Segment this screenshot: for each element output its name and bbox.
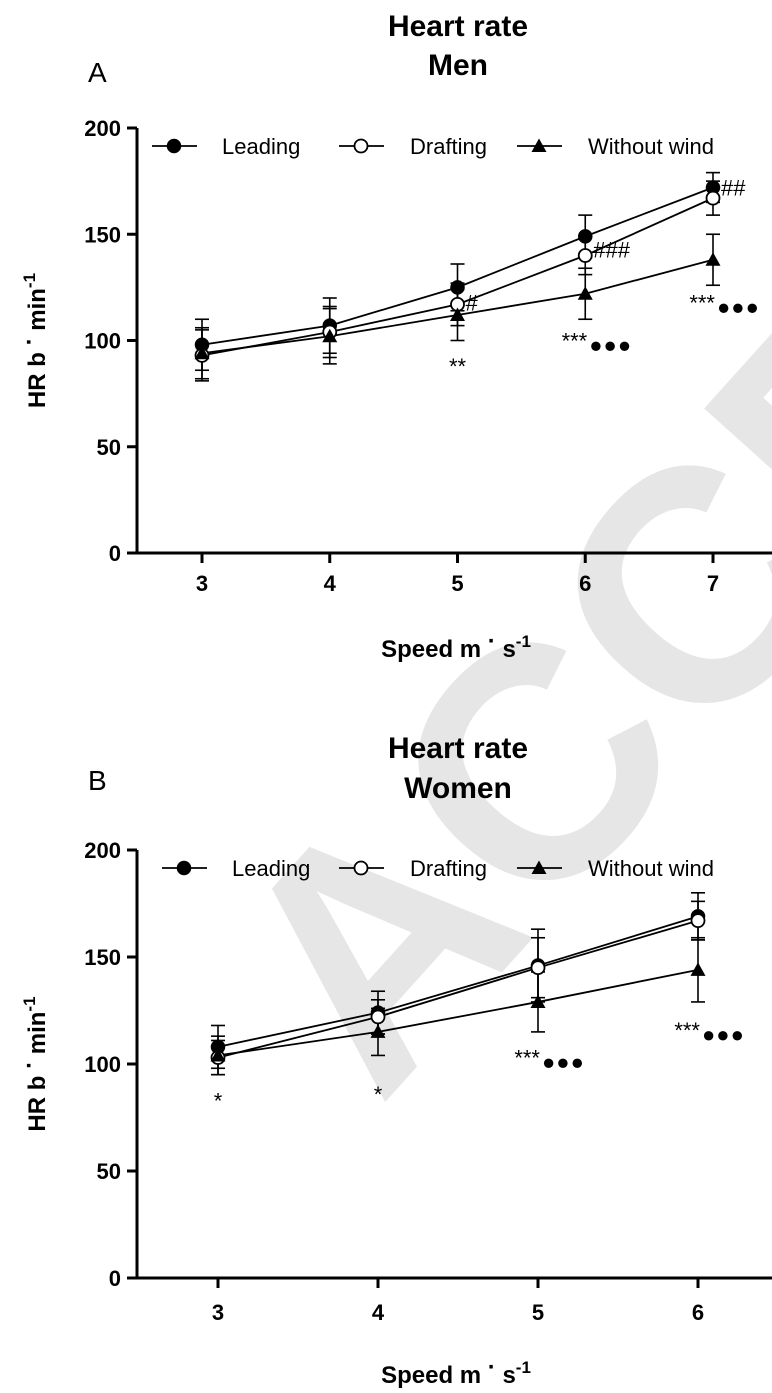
significance-asterisks: *** xyxy=(689,290,715,315)
significance-asterisks: * xyxy=(374,1082,383,1107)
markers-without-wind xyxy=(194,252,721,360)
marker-without-wind xyxy=(577,286,593,300)
panel-label: B xyxy=(88,765,107,796)
x-tick-label: 3 xyxy=(212,1300,224,1325)
markers-without-wind xyxy=(210,962,706,1062)
x-tick-label: 7 xyxy=(707,571,719,596)
marker-leading xyxy=(578,229,593,244)
marker-leading xyxy=(166,138,182,154)
chart-panel-men: A Heart rate Men 0 50 100 150 200 3 4 5 6 7 Speed … xyxy=(16,10,772,663)
x-tick-label: 4 xyxy=(324,571,337,596)
significance-asterisks: * xyxy=(214,1088,223,1113)
marker-drafting xyxy=(530,960,546,976)
significance-asterisks: *** xyxy=(674,1018,700,1043)
y-axis-label: HR b · min-1 xyxy=(16,996,51,1131)
chart-subtitle: Men xyxy=(428,49,488,82)
y-tick-label: 50 xyxy=(97,435,121,460)
marker-drafting xyxy=(690,913,706,929)
series-line xyxy=(217,915,699,1048)
legend-label: Leading xyxy=(232,856,310,881)
significance-hash: ### xyxy=(593,237,630,262)
x-tick-label: 5 xyxy=(532,1300,544,1325)
chart-panel-women: B Heart rate Women 0 50 100 150 200 3 4 5 6 Speed… xyxy=(16,732,772,1389)
marker-drafting xyxy=(370,1009,386,1025)
legend-label: Drafting xyxy=(410,134,487,159)
x-tick-label: 5 xyxy=(451,571,463,596)
marker-without-wind xyxy=(450,307,465,321)
marker-without-wind xyxy=(322,328,338,343)
series-line xyxy=(217,919,699,1059)
marker-without-wind xyxy=(210,1047,226,1062)
y-tick-label: 50 xyxy=(97,1159,121,1184)
marker-without-wind xyxy=(530,994,546,1008)
x-tick-label: 6 xyxy=(579,571,591,596)
marker-without-wind xyxy=(531,860,547,874)
y-axis-label: HR b · min-1 xyxy=(16,273,51,408)
chart-title: Heart rate xyxy=(388,732,528,765)
x-axis-label: Speed m · s-1 xyxy=(381,628,531,663)
marker-without-wind xyxy=(531,138,547,152)
x-axis-label: Speed m · s-1 xyxy=(381,1354,531,1389)
y-tick-label: 0 xyxy=(109,541,121,566)
marker-leading xyxy=(450,280,465,295)
marker-drafting xyxy=(353,138,369,154)
watermark-text: ACCEPTED xyxy=(158,0,772,1155)
legend: Leading Drafting Without wind xyxy=(162,856,714,881)
y-tick-label: 0 xyxy=(109,1266,121,1291)
marker-leading xyxy=(176,860,192,876)
y-tick-label: 100 xyxy=(84,329,121,354)
y-tick-label: 100 xyxy=(84,1052,121,1077)
marker-without-wind xyxy=(370,1024,386,1038)
y-tick-label: 200 xyxy=(84,116,121,141)
y-tick-label: 200 xyxy=(84,838,121,863)
watermark: ACCEPTED xyxy=(158,0,772,1155)
significance-dots: ●●● xyxy=(717,294,760,319)
y-tick-label: 150 xyxy=(84,222,121,247)
x-tick-label: 3 xyxy=(196,571,208,596)
significance-dots: ●●● xyxy=(542,1050,585,1075)
y-tick-label: 150 xyxy=(84,945,121,970)
significance-asterisks: *** xyxy=(514,1046,540,1071)
x-tick-label: 6 xyxy=(692,1300,704,1325)
marker-drafting xyxy=(705,190,721,206)
significance-dots: ●●● xyxy=(589,333,632,358)
marker-without-wind xyxy=(194,345,210,360)
chart-subtitle: Women xyxy=(404,772,512,805)
significance-asterisks: *** xyxy=(562,329,588,354)
significance-hash: # xyxy=(466,290,479,315)
x-tick-label: 4 xyxy=(372,1300,385,1325)
series-line xyxy=(217,968,699,1057)
marker-without-wind xyxy=(705,252,721,266)
panel-label: A xyxy=(88,57,107,88)
marker-drafting xyxy=(577,248,593,263)
legend-label: Without wind xyxy=(588,134,714,159)
marker-drafting xyxy=(353,860,369,876)
legend: Leading Drafting Without wind xyxy=(152,134,714,159)
marker-without-wind xyxy=(690,962,706,976)
significance-asterisks: ** xyxy=(449,354,467,379)
legend-label: Without wind xyxy=(588,856,714,881)
legend-label: Leading xyxy=(222,134,300,159)
chart-title: Heart rate xyxy=(388,10,528,43)
markers-drafting xyxy=(210,913,706,1065)
significance-hash: ## xyxy=(721,176,746,201)
legend-label: Drafting xyxy=(410,856,487,881)
significance-dots: ●●● xyxy=(702,1022,745,1047)
